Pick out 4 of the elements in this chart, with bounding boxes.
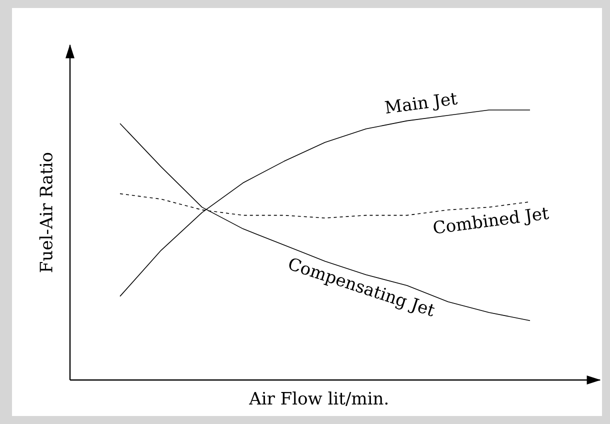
x-axis-title: Air Flow lit/min. [249,392,388,406]
text: Combined Jet [434,208,549,234]
y-axis-title: Fuel-Air Ratio [39,152,52,272]
text: Main Jet [384,93,458,114]
